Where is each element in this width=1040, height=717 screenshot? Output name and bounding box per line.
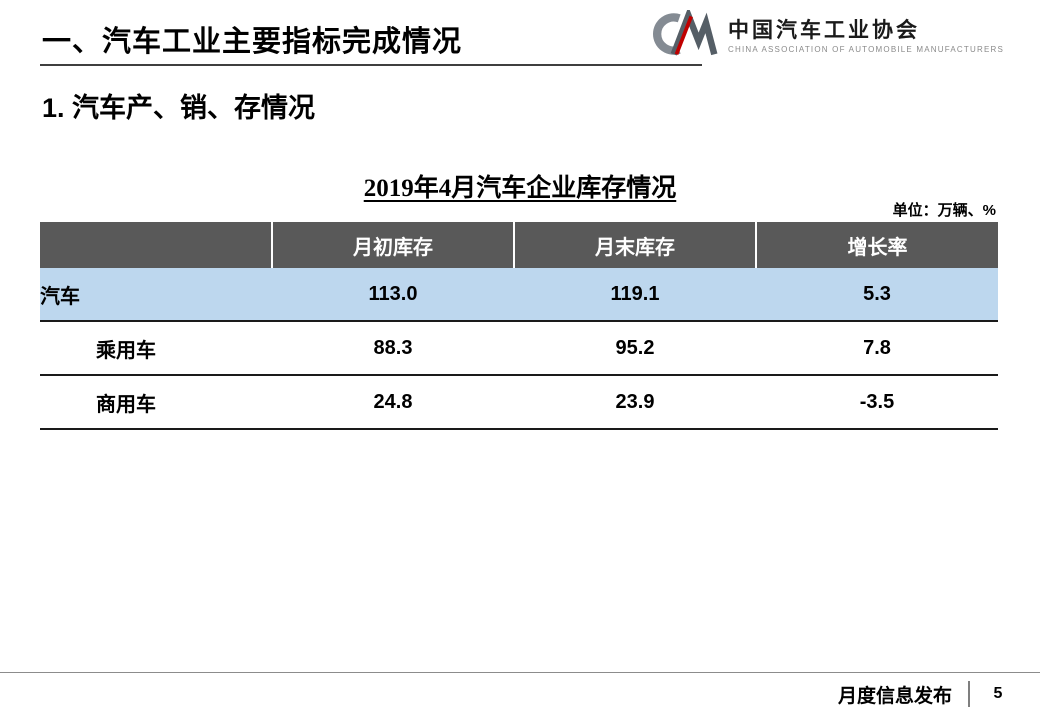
cell-growth-rate: -3.5 — [859, 390, 895, 413]
section-title: 一、汽车工业主要指标完成情况 — [42, 26, 463, 58]
cam-logo-text: 中国汽车工业协会 CHINA ASSOCIATION OF AUTOMOBILE… — [728, 19, 1004, 54]
header-cell-month-end: 月末库存 — [513, 222, 756, 268]
table-row-auto: 汽车 113.0 119.1 5.3 — [40, 268, 998, 321]
cam-logo-mark-icon — [646, 6, 718, 63]
table-row-passenger: 乘用车 88.3 95.2 7.8 — [40, 321, 998, 375]
cell-month-begin: 113.0 — [368, 282, 418, 305]
subsection-title: 1. 汽车产、销、存情况 — [42, 93, 316, 123]
header-cell-month-begin: 月初库存 — [271, 222, 514, 268]
footer: 月度信息发布 5 — [838, 679, 1010, 709]
row-label: 乘用车 — [96, 339, 156, 362]
header-cell-empty — [40, 222, 272, 268]
cell-month-begin: 24.8 — [373, 390, 413, 413]
table-row-commercial: 商用车 24.8 23.9 -3.5 — [40, 375, 998, 429]
cell-month-begin: 88.3 — [373, 336, 413, 359]
title-underline — [40, 64, 702, 66]
logo-name-en: CHINA ASSOCIATION OF AUTOMOBILE MANUFACT… — [728, 44, 1004, 54]
row-label: 汽车 — [40, 285, 80, 308]
header-cell-growth-rate: 增长率 — [755, 222, 998, 268]
footer-label: 月度信息发布 — [837, 685, 952, 707]
cell-month-end: 119.1 — [610, 282, 660, 305]
page-number: 5 — [993, 685, 1003, 702]
cell-growth-rate: 7.8 — [863, 336, 891, 359]
unit-note: 单位：万辆、% — [892, 202, 996, 219]
cell-month-end: 23.9 — [615, 390, 655, 413]
cam-logo: 中国汽车工业协会 CHINA ASSOCIATION OF AUTOMOBILE… — [646, 6, 1004, 63]
logo-name-cn: 中国汽车工业协会 — [728, 18, 921, 42]
cell-month-end: 95.2 — [615, 336, 655, 359]
table-title: 2019年4月汽车企业库存情况 — [363, 175, 677, 202]
row-label: 商用车 — [96, 393, 156, 416]
inventory-table: 月初库存 月末库存 增长率 汽车 113.0 119.1 5.3 乘用车 88.… — [40, 222, 998, 430]
table-header-row: 月初库存 月末库存 增长率 — [40, 222, 998, 268]
cell-growth-rate: 5.3 — [863, 282, 891, 305]
footer-rule — [0, 672, 1040, 673]
footer-divider — [968, 681, 970, 707]
